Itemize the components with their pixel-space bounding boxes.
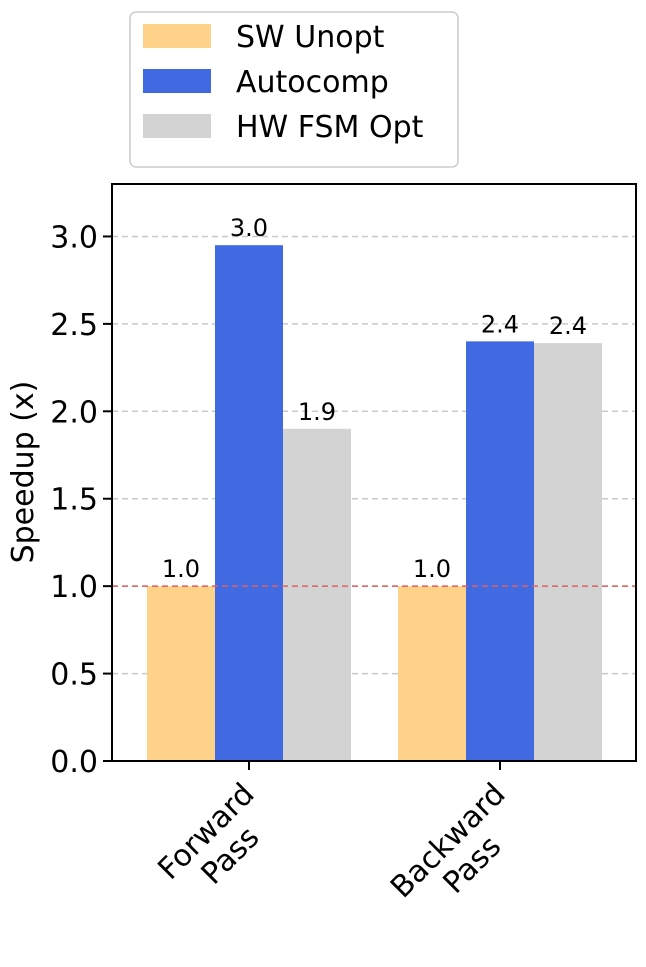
y-tick-label: 0.0 — [50, 745, 98, 780]
bar-hw-fsm-opt-0 — [283, 428, 351, 761]
legend-label: HW FSM Opt — [236, 110, 424, 145]
legend-swatch-hw-fsm-opt — [143, 114, 211, 138]
bars — [147, 245, 602, 762]
bar-value-label: 2.4 — [549, 312, 587, 340]
y-tick-label: 1.5 — [50, 483, 98, 518]
bar-value-label: 1.9 — [298, 398, 336, 426]
legend-label: Autocomp — [236, 65, 389, 100]
legend-swatch-autocomp — [143, 69, 211, 93]
bar-value-label: 1.0 — [413, 555, 451, 583]
y-tick-label: 0.5 — [50, 658, 98, 693]
bar-value-label: 2.4 — [481, 310, 519, 338]
plot-frame — [111, 183, 637, 762]
y-axis-label: Speedup (x) — [6, 381, 41, 564]
y-tick-label: 1.0 — [50, 570, 98, 605]
y-tick-label: 2.0 — [50, 395, 98, 430]
bar-sw-unopt-0 — [147, 586, 215, 761]
bar-value-label: 3.0 — [230, 214, 268, 242]
y-axis: 0.0 0.5 1.0 1.5 2.0 2.5 3.0 — [50, 220, 112, 780]
legend-swatch-sw-unopt — [143, 24, 211, 48]
bar-labels: 1.0 1.0 3.0 2.4 1.9 2.4 — [162, 214, 587, 583]
y-tick-label: 2.5 — [50, 308, 98, 343]
legend-frame — [129, 11, 459, 168]
legend-label: SW Unopt — [236, 20, 385, 55]
bar-hw-fsm-opt-1 — [534, 343, 602, 761]
bar-value-label: 1.0 — [162, 555, 200, 583]
bar-sw-unopt-1 — [398, 586, 466, 761]
bar-autocomp-0 — [215, 245, 283, 762]
bar-autocomp-1 — [466, 341, 534, 761]
y-tick-label: 3.0 — [50, 220, 98, 255]
legend: SW Unopt Autocomp HW FSM Opt — [129, 11, 459, 168]
